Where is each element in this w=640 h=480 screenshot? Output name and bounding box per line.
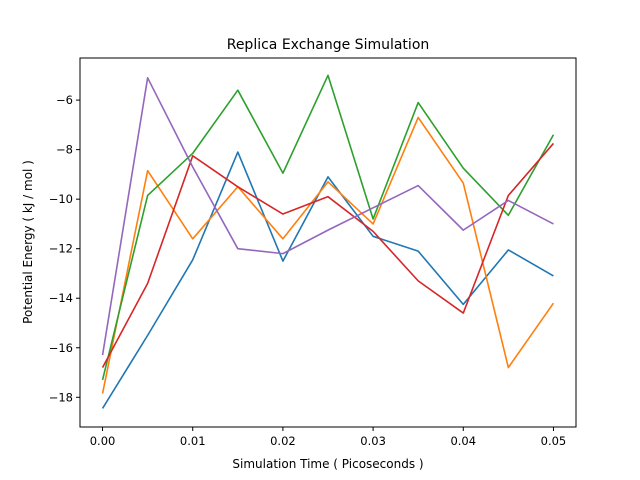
series-line-1	[103, 152, 554, 408]
x-tick-label: 0.02	[270, 434, 296, 448]
y-tick-label: −12	[49, 242, 73, 256]
series-lines	[103, 75, 554, 408]
x-axis-ticks: 0.00 0.01 0.02 0.03 0.04 0.05	[90, 427, 567, 448]
y-tick-label: −10	[49, 192, 73, 206]
y-tick-label: −14	[49, 291, 73, 305]
x-tick-label: 0.00	[90, 434, 116, 448]
x-axis-label: Simulation Time ( Picoseconds )	[232, 457, 423, 471]
x-tick-label: 0.04	[450, 434, 476, 448]
x-tick-label: 0.01	[180, 434, 206, 448]
axes-frame	[80, 58, 576, 427]
y-tick-label: −16	[49, 341, 73, 355]
y-tick-label: −18	[49, 390, 73, 404]
series-line-5	[103, 78, 554, 355]
y-tick-label: −6	[56, 93, 73, 107]
y-axis-label: Potential Energy ( kJ / mol )	[21, 160, 35, 324]
y-tick-label: −8	[56, 143, 73, 157]
x-tick-label: 0.05	[541, 434, 567, 448]
x-tick-label: 0.03	[360, 434, 386, 448]
chart-title: Replica Exchange Simulation	[227, 37, 430, 53]
y-axis-ticks: −18 −16 −14 −12 −10 −8 −6	[49, 93, 80, 404]
